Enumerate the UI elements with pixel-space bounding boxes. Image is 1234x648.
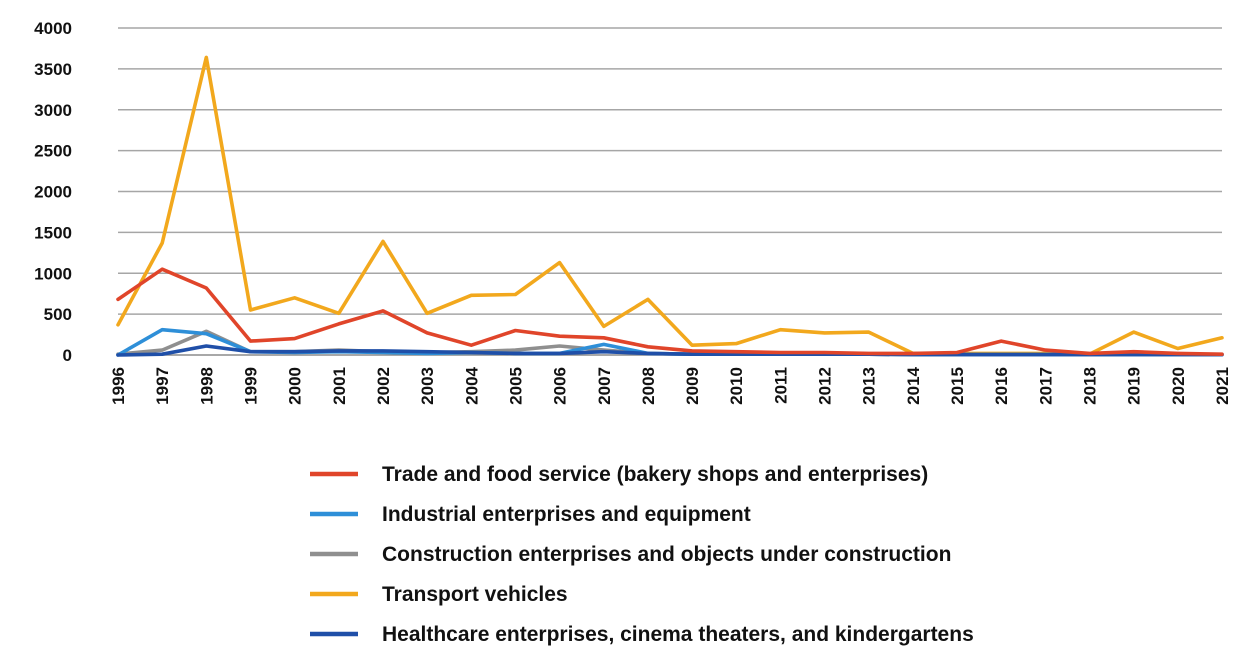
legend-label: Industrial enterprises and equipment [382,503,751,526]
x-tick-label: 2016 [992,367,1011,405]
x-tick-label: 1999 [241,367,260,405]
x-tick-label: 2021 [1213,367,1232,405]
x-tick-label: 1997 [153,367,172,405]
x-tick-label: 2008 [639,367,658,405]
y-tick-label: 3500 [34,60,72,79]
x-tick-label: 1998 [197,367,216,405]
y-tick-label: 4000 [34,19,72,38]
y-tick-label: 3000 [34,101,72,120]
x-tick-label: 2012 [816,367,835,405]
series-line-1 [116,267,1224,357]
x-tick-label: 2010 [727,367,746,405]
x-tick-label: 2018 [1081,367,1100,405]
x-tick-label: 2019 [1125,367,1144,405]
x-tick-label: 2007 [595,367,614,405]
x-tick-label: 2000 [286,367,305,405]
x-tick-label: 2003 [418,367,437,405]
series-line-5 [116,344,1224,357]
series-lines [116,55,1224,357]
legend-label: Transport vehicles [382,583,568,606]
y-tick-label: 2000 [34,183,72,202]
x-tick-label: 2020 [1169,367,1188,405]
gridlines [118,27,1222,356]
x-axis-ticks: 1996 1997 1998 1999 2000 2001 2002 2003 2004 2005… [109,366,1232,404]
y-tick-label: 500 [44,305,72,324]
series-line-4 [116,55,1224,357]
y-tick-label: 1500 [34,223,72,242]
x-tick-label: 2017 [1036,367,1055,405]
x-tick-label: 2002 [374,367,393,405]
x-tick-label: 2011 [771,367,790,404]
legend: Trade and food service (bakery shops and… [310,463,974,646]
x-tick-label: 2013 [860,367,879,405]
x-tick-label: 2004 [462,366,481,404]
x-tick-label: 2015 [948,367,967,405]
legend-label: Trade and food service (bakery shops and… [382,463,928,486]
y-tick-label: 2500 [34,142,72,161]
legend-label: Healthcare enterprises, cinema theaters,… [382,623,974,646]
x-tick-label: 2009 [683,367,702,405]
y-tick-label: 0 [63,346,72,365]
y-tick-label: 1000 [34,264,72,283]
x-tick-label: 1996 [109,367,128,405]
x-tick-label: 2001 [330,367,349,405]
x-tick-label: 2005 [506,367,525,405]
legend-label: Construction enterprises and objects und… [382,543,951,566]
y-axis-ticks: 0 500 1000 1500 2000 2500 3000 3500 4000 [34,19,72,365]
x-tick-label: 2006 [551,367,570,405]
x-tick-label: 2014 [904,366,923,404]
